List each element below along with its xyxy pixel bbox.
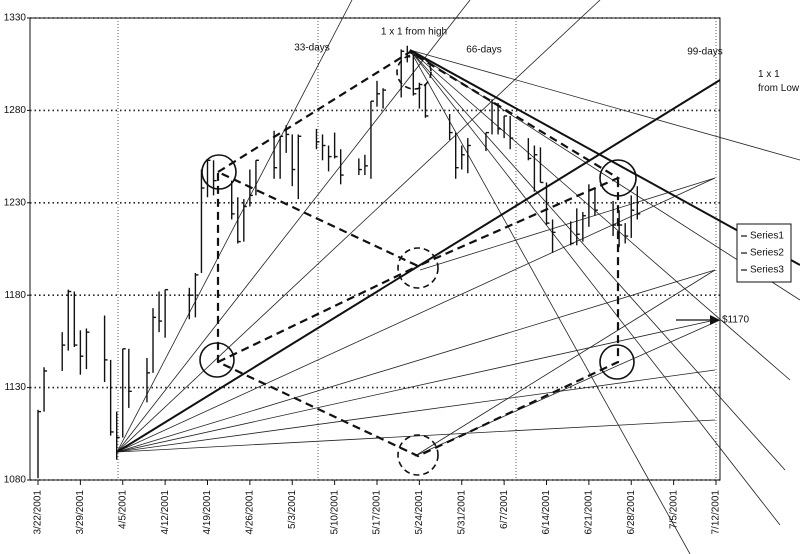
annotation: 66-days <box>466 45 502 56</box>
legend-label: Series2 <box>750 248 784 259</box>
annotation: 1 x 1 from Low <box>758 69 800 94</box>
x-tick-label: 4/12/2001 <box>160 490 171 535</box>
x-tick-label: 6/21/2001 <box>584 490 595 535</box>
x-tick-label: 6/7/2001 <box>499 490 510 529</box>
legend-label: Series3 <box>750 265 784 276</box>
x-tick-label: 6/28/2001 <box>626 490 637 535</box>
y-tick-label: 1080 <box>4 475 27 486</box>
price-arrow <box>676 315 720 325</box>
y-tick-label: 1280 <box>4 105 27 116</box>
annotation: 99-days <box>687 47 723 58</box>
x-tick-label: 6/14/2001 <box>541 490 552 535</box>
legend-label: Series1 <box>750 231 784 242</box>
x-tick-label: 5/17/2001 <box>372 490 383 535</box>
x-tick-label: 7/12/2001 <box>711 490 722 535</box>
x-tick-label: 4/5/2001 <box>117 490 128 529</box>
dashed-diamonds <box>199 50 637 476</box>
annotation: 33-days <box>294 43 330 54</box>
x-tick-label: 4/19/2001 <box>202 490 213 535</box>
plot-frame <box>29 17 721 481</box>
x-tick-label: 3/22/2001 <box>33 490 44 535</box>
x-tick-label: 5/10/2001 <box>329 490 340 535</box>
x-tick-label: 4/26/2001 <box>245 490 256 535</box>
vertical-guides <box>117 18 717 480</box>
y-tick-label: 1180 <box>4 290 26 301</box>
x-tick-label: 5/24/2001 <box>414 490 425 535</box>
annotation: $1170 <box>722 315 750 326</box>
x-tick-label: 5/31/2001 <box>456 490 467 535</box>
y-tick-label: 1330 <box>4 13 27 24</box>
annotation: 1 x 1 from high <box>381 27 447 38</box>
y-tick-label: 1230 <box>4 197 27 208</box>
x-tick-label: 5/3/2001 <box>287 490 298 529</box>
x-tick-label: 3/29/2001 <box>75 490 86 535</box>
y-tick-label: 1130 <box>4 382 26 393</box>
x-tick-label: 7/5/2001 <box>668 490 679 529</box>
gann-fan <box>116 0 800 554</box>
